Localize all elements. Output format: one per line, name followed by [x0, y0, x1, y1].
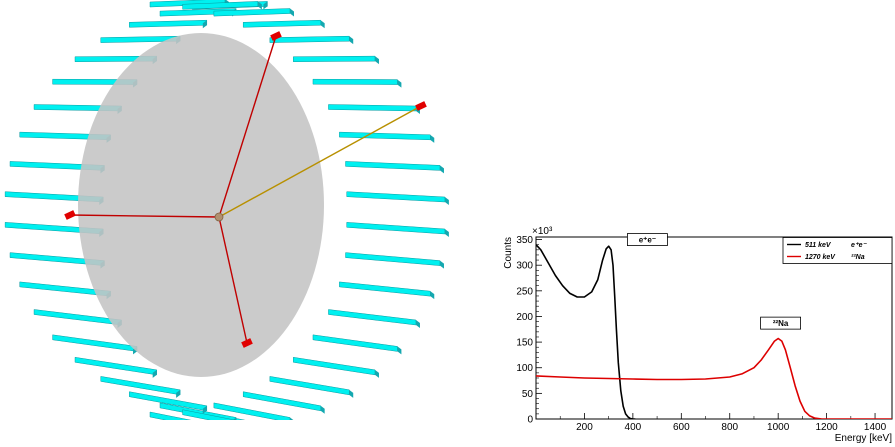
photon-track: [218, 105, 422, 218]
y-tick-label: 100: [516, 363, 533, 374]
x-tick-label: 400: [625, 422, 642, 433]
energy-spectrum-chart: 200 400 600 800 1000 1200 1400 0 50 100 150 200 250 3…: [503, 226, 893, 444]
photon-tracks: [64, 31, 427, 348]
y-tick-label: 350: [516, 235, 533, 246]
peak-annotation: ²²Na: [760, 316, 801, 330]
crystal-bar: [293, 356, 379, 378]
crystal-bar: [242, 19, 325, 29]
legend-label: 1270 keV: [805, 254, 836, 261]
crystal-bar: [74, 356, 157, 378]
y-tick-label: 50: [522, 389, 534, 400]
photon-track: [218, 35, 277, 218]
hit-marker: [64, 210, 76, 220]
x-tick-label: 1000: [767, 422, 790, 433]
legend-tag: e⁺e⁻: [851, 242, 867, 249]
crystal-bar: [346, 222, 449, 237]
crystal-bar: [213, 8, 294, 17]
peak-annotation-label: ²²Na: [773, 319, 789, 328]
y-tick-label: 150: [516, 338, 533, 349]
crystal-bar: [159, 402, 237, 420]
crystal-bar: [129, 19, 208, 29]
peak-annotation: e⁺e⁻: [627, 233, 668, 246]
crystal-bars-front: [149, 0, 449, 420]
hit-marker: [415, 101, 427, 111]
x-tick-label: 800: [721, 422, 738, 433]
y-tick-label: 300: [516, 261, 533, 272]
hit-marker: [241, 338, 253, 348]
crystal-bar: [346, 191, 449, 206]
source-point: [214, 212, 224, 222]
x-tick-label: 1200: [815, 422, 838, 433]
legend-label: 511 keV: [805, 242, 832, 249]
y-tick-label: 250: [516, 286, 533, 297]
crystal-bar: [129, 391, 208, 414]
y-tick-label: 200: [516, 312, 533, 323]
crystal-bar: [312, 334, 402, 355]
crystal-bar: [100, 376, 181, 398]
crystal-bar: [182, 1, 262, 10]
crystal-bar: [213, 402, 294, 420]
photon-track: [69, 214, 220, 218]
legend-box: [782, 237, 893, 264]
legend: 511 keV e⁺e⁻ 1270 keV ²²Na: [782, 237, 893, 264]
x-axis-label: Energy [keV]: [835, 433, 892, 444]
y-tick-label: 0: [527, 415, 533, 426]
crystal-bar: [269, 35, 354, 45]
legend-tag: ²²Na: [851, 254, 865, 261]
y-axis-label: Counts: [503, 237, 514, 269]
crystal-bar: [345, 161, 444, 174]
detector-ring-illustration: [4, 0, 449, 420]
x-tick-label: 200: [576, 422, 593, 433]
crystal-bar: [339, 281, 435, 300]
plot-area: [535, 236, 893, 420]
detector-disk: [78, 33, 324, 377]
crystal-bar: [242, 391, 325, 414]
crystal-bar: [339, 131, 435, 143]
crystal-bar: [149, 411, 192, 420]
crystal-bar: [345, 252, 444, 269]
hit-marker: [270, 31, 282, 41]
crystal-bar: [328, 104, 420, 114]
crystal-bar: [269, 376, 354, 398]
crystal-bar: [312, 78, 402, 88]
crystal-bar: [328, 309, 420, 328]
crystal-bar: [182, 409, 236, 420]
photon-track: [218, 216, 248, 344]
x-tick-label: 600: [673, 422, 690, 433]
crystal-bar: [293, 55, 379, 65]
peak-annotation-label: e⁺e⁻: [639, 236, 656, 245]
x-tick-label: 1400: [864, 422, 887, 433]
series-line-1270kev: [536, 337, 892, 419]
y-multiplier: ×10³: [532, 226, 553, 237]
series-line-511kev: [536, 244, 636, 419]
